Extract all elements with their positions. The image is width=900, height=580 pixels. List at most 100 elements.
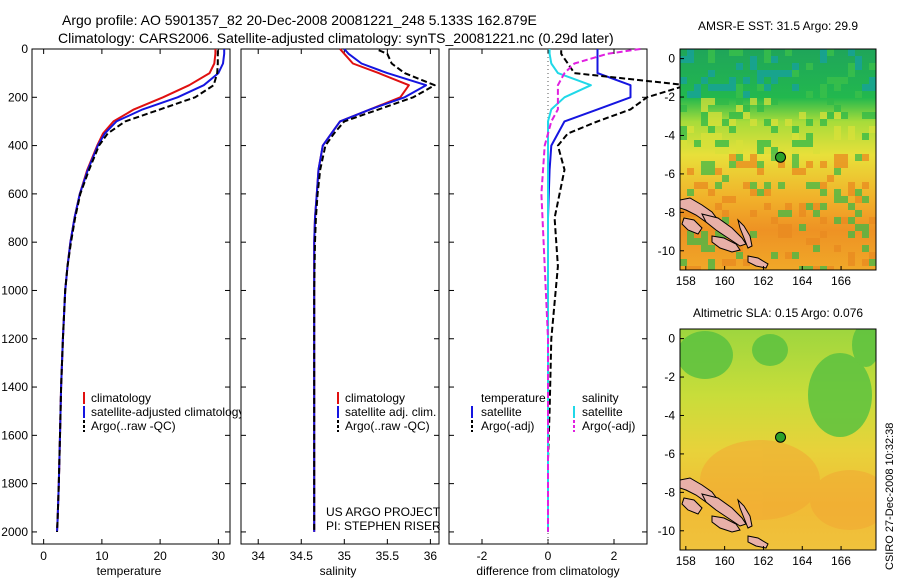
- sst-pixel: [708, 126, 715, 133]
- sst-pixel: [715, 84, 722, 91]
- sst-pixel: [757, 161, 764, 168]
- map-x-tick-label: 158: [676, 554, 696, 568]
- sst-pixel: [680, 140, 687, 147]
- sst-pixel: [813, 210, 820, 217]
- sst-pixel: [855, 154, 862, 161]
- sst-pixel: [778, 231, 785, 238]
- sst-pixel: [806, 182, 813, 189]
- sst-pixel: [764, 182, 771, 189]
- map-x-tick-label: 160: [715, 554, 735, 568]
- sst-pixel: [764, 84, 771, 91]
- sst-pixel: [687, 210, 694, 217]
- sst-pixel: [722, 84, 729, 91]
- sst-pixel: [722, 196, 729, 203]
- sst-pixel: [862, 133, 869, 140]
- y-tick-label: 0: [21, 42, 28, 56]
- sst-pixel: [701, 140, 708, 147]
- sst-pixel: [848, 182, 855, 189]
- sst-pixel: [701, 245, 708, 252]
- sst-pixel: [820, 217, 827, 224]
- sst-pixel: [785, 70, 792, 77]
- map-y-tick-label: -8: [664, 485, 675, 499]
- sst-pixel: [722, 175, 729, 182]
- x-tick-label: -2: [477, 549, 488, 563]
- legend-label-climatology: climatology: [91, 391, 151, 405]
- sst-pixel: [869, 63, 876, 70]
- island-malaita: [737, 498, 753, 529]
- sst-pixel: [778, 70, 785, 77]
- difference-xlabel: difference from climatology: [476, 564, 619, 578]
- sst-pixel: [750, 154, 757, 161]
- salinity-panel: 34 34.5 35 35.5 36 climatology satellite adj…: [240, 48, 441, 578]
- sst-pixel: [834, 161, 841, 168]
- x-tick-label: 10: [95, 549, 109, 563]
- map-y-tick-label: -8: [664, 205, 675, 219]
- sst-pixel: [729, 112, 736, 119]
- map-x-tick-label: 164: [792, 274, 812, 288]
- sst-pixel: [799, 112, 806, 119]
- sst-pixel: [792, 63, 799, 70]
- sst-pixel: [834, 126, 841, 133]
- island-isabel: [701, 213, 747, 247]
- sst-pixel: [708, 189, 715, 196]
- sst-pixel: [820, 182, 827, 189]
- sst-pixel: [848, 231, 855, 238]
- sst-pixel: [792, 161, 799, 168]
- sla-high-central: [752, 334, 788, 366]
- sst-pixel: [680, 126, 687, 133]
- legend-label-temp-argo: Argo(-adj): [481, 419, 534, 433]
- credit-pi: PI: STEPHEN RISER: [326, 519, 441, 533]
- sst-pixel: [848, 70, 855, 77]
- sst-pixel: [820, 56, 827, 63]
- sst-pixel: [743, 105, 750, 112]
- sst-pixel: [855, 196, 862, 203]
- sst-pixel: [799, 140, 806, 147]
- sst-pixel: [764, 203, 771, 210]
- sst-pixel: [785, 252, 792, 259]
- sst-pixel: [764, 56, 771, 63]
- map-y-tick-label: -2: [664, 370, 675, 384]
- map-x-tick-label: 166: [831, 554, 851, 568]
- legend-label-sal-argo: Argo(-adj): [582, 419, 635, 433]
- sst-pixel: [708, 56, 715, 63]
- sst-pixel: [736, 140, 743, 147]
- map-y-tick-label: -4: [664, 128, 675, 142]
- difference-panel: -2 0 2 temperature satellite Argo(-adj) sa…: [448, 48, 688, 578]
- sst-pixel: [722, 259, 729, 266]
- sst-pixel: [729, 161, 736, 168]
- sla-map-field: [680, 329, 876, 550]
- sst-pixel: [806, 133, 813, 140]
- sst-pixel: [687, 266, 694, 270]
- sst-pixel: [792, 252, 799, 259]
- sla-high-north: [808, 353, 872, 437]
- sst-pixel: [806, 140, 813, 147]
- sst-pixel: [736, 252, 743, 259]
- sst-pixel: [715, 182, 722, 189]
- sst-pixel: [834, 245, 841, 252]
- series-line-difference-1: [547, 50, 688, 532]
- sla-high-east: [852, 329, 876, 367]
- salinity-legend: climatology satellite adj. clim. Argo(..…: [337, 391, 436, 433]
- sst-pixel: [743, 259, 750, 266]
- series-line-salinity-2: [313, 49, 436, 532]
- sst-pixel: [743, 77, 750, 84]
- sst-pixel: [757, 189, 764, 196]
- credit-project: US ARGO PROJECT: [326, 505, 441, 519]
- sst-pixel: [778, 224, 785, 231]
- sst-pixel: [736, 112, 743, 119]
- map-y-tick-label: -2: [664, 90, 675, 104]
- sst-pixel: [820, 189, 827, 196]
- sla-axis-ticks: 158 160 162 164 166 0 -2 -4 -6 -8 -10: [658, 332, 852, 568]
- sst-pixel: [869, 77, 876, 84]
- sst-pixel: [680, 210, 687, 217]
- sst-pixel: [701, 231, 708, 238]
- sst-pixel: [806, 266, 813, 270]
- sla-warm-lows: [700, 440, 876, 530]
- sst-pixel: [757, 147, 764, 154]
- difference-legend: temperature satellite Argo(-adj) salinit…: [471, 391, 635, 433]
- sst-pixel: [722, 140, 729, 147]
- map-x-tick-label: 162: [753, 554, 773, 568]
- y-tick-label: 200: [8, 90, 28, 104]
- salinity-axes-box: [240, 48, 440, 545]
